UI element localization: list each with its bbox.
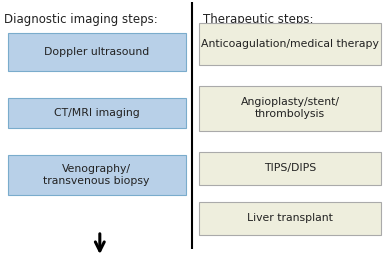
FancyBboxPatch shape [199,23,381,65]
Text: Diagnostic imaging steps:: Diagnostic imaging steps: [4,13,158,26]
FancyBboxPatch shape [199,201,381,234]
Text: Liver transplant: Liver transplant [247,213,333,223]
Text: CT/MRI imaging: CT/MRI imaging [54,108,140,118]
FancyBboxPatch shape [8,33,185,71]
Text: Venography/
transvenous biopsy: Venography/ transvenous biopsy [43,164,150,186]
FancyBboxPatch shape [8,98,185,128]
FancyBboxPatch shape [199,151,381,185]
Text: Therapeutic steps:: Therapeutic steps: [203,13,314,26]
Text: Doppler ultrasound: Doppler ultrasound [44,47,149,57]
Text: TIPS/DIPS: TIPS/DIPS [264,163,317,173]
FancyBboxPatch shape [199,86,381,130]
Text: Angioplasty/stent/
thrombolysis: Angioplasty/stent/ thrombolysis [241,97,340,119]
FancyBboxPatch shape [8,155,185,195]
Text: Anticoagulation/medical therapy: Anticoagulation/medical therapy [201,39,379,49]
